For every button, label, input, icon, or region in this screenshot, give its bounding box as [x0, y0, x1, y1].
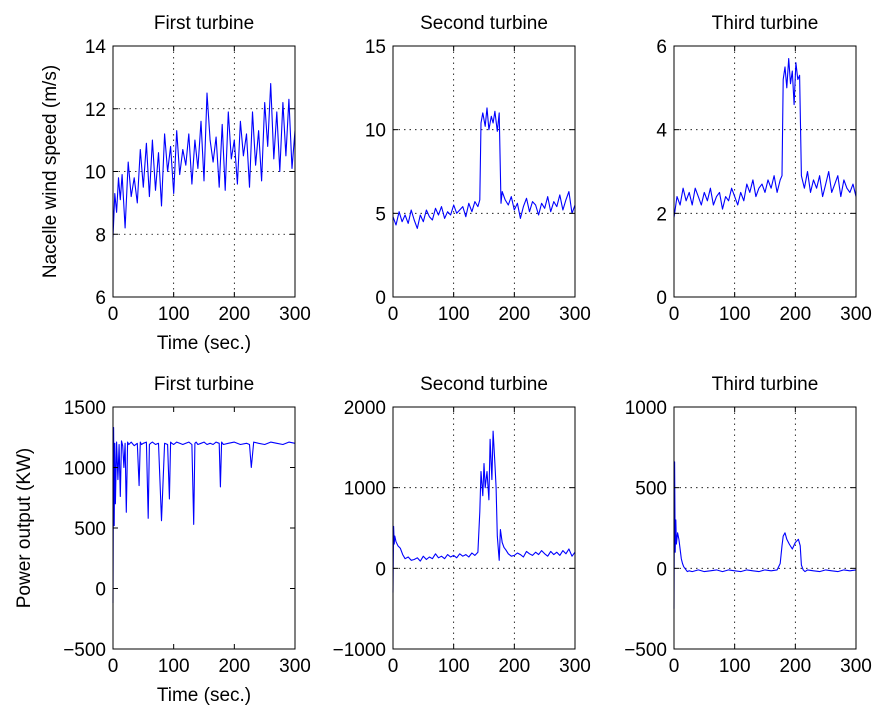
subplot-title: First turbine [154, 13, 254, 34]
series-line [673, 461, 857, 609]
x-tick-label: 100 [158, 304, 190, 325]
x-tick-label: 200 [498, 304, 530, 325]
subplot-title: Third turbine [712, 13, 819, 34]
y-tick-label: 12 [85, 100, 106, 121]
x-tick-label: 100 [158, 656, 190, 677]
y-tick-label: 0 [375, 288, 386, 309]
y-tick-label: 5 [375, 204, 386, 225]
y-tick-label: 8 [95, 225, 106, 246]
plot-area [113, 407, 295, 649]
y-tick-label: 500 [74, 519, 106, 540]
series-line [673, 57, 857, 218]
x-tick-label: 0 [388, 656, 399, 677]
y-tick-label: 1500 [64, 398, 106, 419]
series-line [392, 430, 576, 593]
x-tick-label: 300 [840, 304, 872, 325]
x-tick-label: 0 [669, 304, 680, 325]
y-tick-label: 2 [656, 204, 667, 225]
axes-frame [392, 406, 576, 650]
y-tick-label: 4 [656, 121, 667, 142]
x-tick-label: 0 [108, 304, 119, 325]
y-tick-label: −500 [624, 640, 667, 661]
y-tick-label: 14 [85, 37, 107, 58]
x-tick-label: 100 [719, 656, 751, 677]
subplot-title: First turbine [154, 374, 254, 395]
y-tick-label: 500 [635, 479, 667, 500]
y-tick-label: 10 [85, 163, 106, 184]
y-axis-label: Nacelle wind speed (m/s) [40, 65, 61, 278]
y-tick-label: 10 [365, 121, 386, 142]
y-tick-label: −500 [63, 640, 106, 661]
subplot-title: Second turbine [420, 374, 548, 395]
subplot-title: Second turbine [420, 13, 548, 34]
y-tick-label: 6 [95, 288, 106, 309]
y-tick-label: 0 [375, 559, 386, 580]
x-axis-label: Time (sec.) [157, 685, 251, 706]
plot-area [674, 407, 856, 649]
x-tick-label: 300 [559, 304, 591, 325]
x-tick-label: 300 [279, 656, 311, 677]
y-tick-label: 0 [656, 288, 667, 309]
x-tick-label: 300 [559, 656, 591, 677]
series-line [392, 107, 576, 229]
x-axis-label: Time (sec.) [157, 333, 251, 354]
series-line [112, 83, 296, 238]
y-tick-label: 6 [656, 37, 667, 58]
x-tick-label: 200 [779, 656, 811, 677]
x-tick-label: 0 [669, 656, 680, 677]
y-tick-label: 1000 [625, 398, 667, 419]
axes-frame [673, 45, 857, 298]
axes-frame [392, 45, 576, 298]
plot-area [393, 46, 575, 297]
x-tick-label: 100 [438, 656, 470, 677]
subplot-3: 0 100 200 300 0 2 4 6 Third turbine [656, 13, 871, 325]
x-tick-label: 200 [498, 656, 530, 677]
x-tick-label: 200 [779, 304, 811, 325]
subplot-2: 0 100 200 300 0 5 10 15 Second turbine [365, 13, 591, 325]
x-tick-label: 300 [279, 304, 311, 325]
x-tick-label: 200 [218, 304, 250, 325]
x-tick-label: 200 [218, 656, 250, 677]
y-tick-label: 1000 [344, 479, 386, 500]
subplot-1: 0 100 200 300 6 8 10 12 14 First turbine Time (sec… [40, 13, 311, 354]
x-tick-label: 100 [438, 304, 470, 325]
axes-frame [673, 406, 857, 650]
subplot-title: Third turbine [712, 374, 819, 395]
x-tick-label: 100 [719, 304, 751, 325]
y-tick-label: −1000 [333, 640, 386, 661]
plot-area [393, 407, 575, 649]
y-tick-label: 1000 [64, 459, 106, 480]
y-tick-label: 2000 [344, 398, 386, 419]
x-tick-label: 300 [840, 656, 872, 677]
y-axis-label: Power output (KW) [14, 448, 35, 609]
series-line [112, 427, 296, 604]
y-tick-label: 15 [365, 37, 386, 58]
x-tick-label: 0 [108, 656, 119, 677]
y-tick-label: 0 [95, 580, 106, 601]
x-tick-label: 0 [388, 304, 399, 325]
y-tick-label: 0 [656, 559, 667, 580]
plot-area [674, 46, 856, 297]
